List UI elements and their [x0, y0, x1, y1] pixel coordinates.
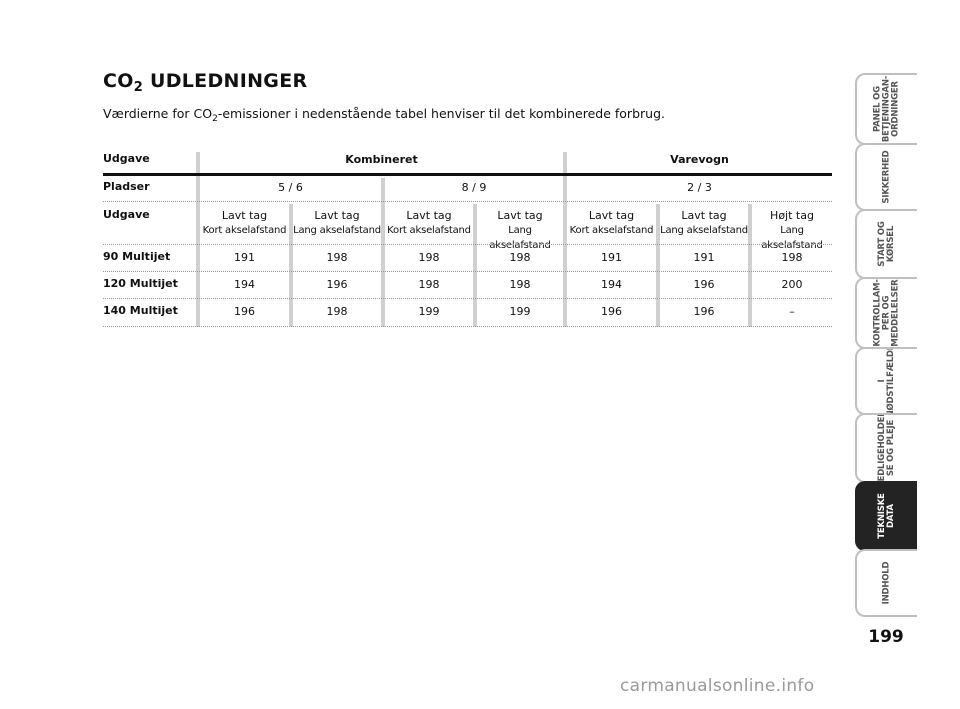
seats-value: 2 / 3 [687, 181, 712, 194]
tab-tekniske-data[interactable]: TEKNISKE DATA [855, 481, 917, 551]
emission-value: 198 [509, 278, 531, 291]
emission-value: 196 [326, 278, 348, 291]
emission-value: 199 [509, 305, 531, 318]
column-separator [381, 178, 385, 327]
row-divider [103, 298, 832, 299]
header-label: Udgave [103, 152, 150, 165]
emission-value: 196 [601, 305, 622, 318]
variant-cell: Lavt tag Kort akselafstand [387, 209, 471, 236]
section-title: CO2 UDLEDNINGER [103, 70, 308, 95]
emission-value: – [789, 305, 795, 318]
emission-value: 198 [509, 251, 531, 264]
tab-kontrollamper[interactable]: KONTROLLAM- PER OG MEDDELELSER [855, 277, 917, 349]
emission-value: 196 [693, 278, 715, 291]
row-divider [103, 244, 832, 245]
intro-text: Værdierne for CO2-emissioner i nedenståe… [103, 106, 665, 124]
engine-label: 90 Multijet [103, 250, 171, 263]
group-van-header: Varevogn [670, 153, 729, 166]
variant-cell: Lavt tag Kort akselafstand [569, 209, 654, 236]
tab-sikkerhed[interactable]: SIKKERHED [855, 143, 917, 211]
emission-value: 198 [418, 251, 440, 264]
emission-value: 198 [418, 278, 440, 291]
tab-start-og-korsel[interactable]: START OG KØRSEL [855, 209, 917, 279]
engine-label: 120 Multijet [103, 277, 178, 290]
column-separator [473, 204, 477, 327]
variant-cell: Højt tag Lang akselafstand [761, 209, 823, 251]
column-separator [289, 204, 293, 327]
row-divider [103, 201, 832, 202]
column-separator [656, 204, 660, 327]
emission-value: 194 [234, 278, 255, 291]
variant-label: Udgave [103, 208, 150, 221]
emission-value: 198 [326, 305, 348, 318]
header-rule [103, 173, 832, 176]
engine-label: 140 Multijet [103, 304, 178, 317]
emission-value: 194 [601, 278, 622, 291]
column-separator [748, 204, 752, 327]
variant-cell: Lavt tag Lang akselafstand [489, 209, 551, 251]
seats-value: 5 / 6 [278, 181, 303, 194]
variant-cell: Lavt tag Lang akselafstand [293, 209, 381, 236]
variant-cell: Lavt tag Lang akselafstand [660, 209, 748, 236]
tab-nodstilfaelde[interactable]: I NØDSTILFÆLDE [855, 347, 917, 415]
column-separator [196, 152, 200, 327]
row-divider [103, 326, 832, 327]
emission-value: 191 [601, 251, 622, 264]
seats-label: Pladser [103, 180, 150, 193]
emission-value: 196 [693, 305, 715, 318]
variant-cell: Lavt tag Kort akselafstand [202, 209, 287, 236]
tab-panel-og-betjening[interactable]: PANEL OG BETJENINGAN- ORDNINGER [855, 73, 917, 145]
page-number: 199 [868, 627, 904, 647]
emission-value: 198 [781, 251, 803, 264]
emission-value: 191 [693, 251, 715, 264]
seats-value: 8 / 9 [461, 181, 487, 194]
tab-vedligeholdelse[interactable]: VEDLIGEHOLDEL- SE OG PLEJE [855, 413, 917, 483]
emission-value: 200 [781, 278, 803, 291]
watermark: carmanualsonline.info [620, 676, 815, 696]
tab-indhold[interactable]: INDHOLD [855, 549, 917, 617]
emission-value: 199 [418, 305, 440, 318]
emission-value: 196 [234, 305, 255, 318]
group-combined-header: Kombineret [345, 153, 418, 166]
emission-value: 191 [234, 251, 255, 264]
row-divider [103, 271, 832, 272]
emission-value: 198 [326, 251, 348, 264]
column-separator [563, 152, 567, 327]
